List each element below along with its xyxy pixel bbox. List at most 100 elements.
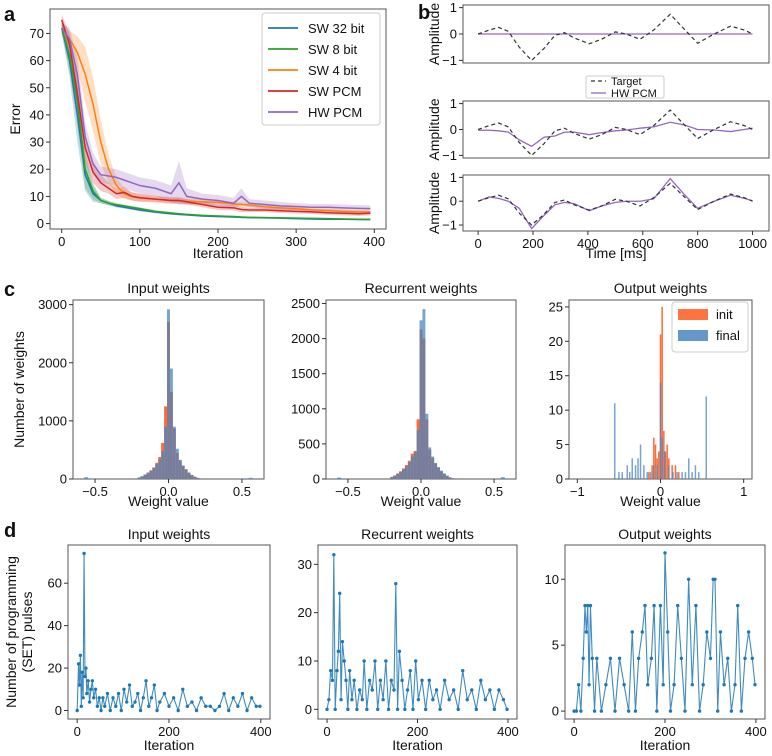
bar-final: [158, 459, 162, 479]
bar-final: [172, 426, 176, 479]
pulse-point: [739, 709, 744, 713]
pulse-point: [403, 707, 407, 712]
panel-c-recurrent-weights-histogram: −0.5 0.0 0.5 0 500 1000 1500 2000 2500 Recurrent …: [291, 280, 517, 509]
pulse-point: [643, 603, 647, 608]
pulse-point: [92, 696, 96, 700]
pulse-point: [97, 696, 101, 700]
pulse-point: [336, 649, 341, 654]
y-tick-label: −1: [442, 218, 457, 233]
bar-final-outlier: [248, 477, 253, 479]
y-tick-label: 60: [48, 576, 62, 591]
pulses-line: [574, 552, 756, 712]
y-tick-label: 30: [298, 557, 312, 572]
legend-label: SW 4 bit: [308, 63, 358, 78]
legend-label: HW PCM: [308, 105, 362, 120]
pulse-point: [176, 708, 180, 713]
pulse-point: [245, 708, 249, 713]
pulse-point: [350, 697, 354, 702]
pulse-point: [330, 678, 335, 683]
pulse-point: [333, 707, 337, 712]
target-line: [477, 182, 753, 226]
bar-final: [676, 472, 678, 479]
pulse-point: [633, 709, 638, 713]
y-tick-label: 0: [305, 702, 312, 717]
pulse-point: [84, 666, 88, 670]
y-tick-label: 0: [60, 472, 67, 487]
series-line-sw-8-bit: [61, 27, 371, 221]
bar-final: [390, 476, 394, 479]
bar-final: [628, 472, 631, 479]
pulse-point: [663, 551, 667, 555]
bar-final: [399, 471, 402, 479]
x-tick-label: 200: [207, 234, 229, 249]
pulse-point: [355, 707, 359, 712]
pulse-point: [617, 656, 622, 661]
legend-label: SW 8 bit: [308, 42, 358, 57]
bar-final: [437, 467, 440, 479]
bar-final: [149, 470, 153, 479]
pulse-point: [352, 678, 356, 683]
pulse-point: [608, 656, 613, 661]
pulse-point: [93, 687, 98, 691]
pulse-point: [686, 577, 691, 581]
pulse-point: [339, 697, 343, 702]
pulse-point: [114, 704, 118, 708]
bar-final: [621, 472, 623, 479]
y-axis-label: Amplitude: [426, 172, 442, 234]
pulse-point: [162, 691, 167, 696]
pulse-point: [171, 696, 176, 700]
bar-final: [137, 477, 141, 479]
y-tick-label: 500: [298, 436, 320, 451]
pulse-point: [367, 678, 372, 683]
pulse-point: [683, 709, 687, 713]
pulse-point: [604, 683, 608, 687]
y-tick-label: 5: [552, 638, 559, 653]
pulse-point: [231, 696, 235, 700]
bar-final: [643, 465, 645, 479]
pulse-point: [668, 709, 673, 713]
y-tick-label: 70: [30, 26, 44, 41]
pulse-point: [427, 678, 431, 683]
bar-init: [666, 444, 668, 479]
bar-final: [684, 472, 687, 479]
pulse-point: [125, 700, 129, 704]
pulse-point: [666, 630, 670, 634]
pulse-point: [661, 683, 665, 687]
pulse-point: [77, 683, 82, 687]
bar-final: [661, 437, 663, 479]
y-tick-label: 1000: [38, 413, 67, 428]
y-tick-label: 1: [450, 170, 457, 185]
pulse-point: [718, 630, 723, 634]
bar-final: [646, 472, 648, 479]
panel-d-recurrent-weights-pulses: 0 200 400 0 10 20 30 Recurrent weights Iteration: [298, 526, 519, 753]
y-tick-label: 2000: [291, 331, 320, 346]
pulse-point: [389, 678, 393, 683]
pulse-point: [587, 683, 591, 687]
legend: SW 32 bit SW 8 bit SW 4 bit SW PCM HW PCM: [261, 12, 381, 126]
pulse-point: [690, 683, 694, 687]
pulse-point: [679, 656, 684, 661]
bar-final: [668, 465, 670, 479]
pulse-point: [574, 709, 579, 713]
pulse-point: [483, 697, 488, 702]
pulse-point: [400, 678, 404, 683]
pulse-point: [447, 697, 451, 702]
pulse-point: [613, 709, 617, 713]
pulse-point: [185, 704, 190, 708]
pulse-point: [694, 603, 698, 608]
bar-final-outlier: [337, 477, 342, 479]
pulse-point: [342, 659, 346, 663]
pulse-point: [357, 688, 362, 692]
bar-final: [199, 478, 203, 479]
bar-final: [407, 462, 411, 479]
bar-final: [152, 467, 156, 479]
bar-final: [393, 475, 397, 479]
bar-final: [143, 474, 147, 479]
pulse-point: [340, 639, 345, 644]
y-tick-label: 0: [450, 122, 457, 137]
bar-init: [653, 437, 655, 479]
series-line-sw-pcm: [61, 19, 371, 215]
pulse-point: [456, 707, 460, 712]
x-tick-label: 0.0: [159, 484, 177, 499]
pulse-point: [579, 709, 583, 713]
